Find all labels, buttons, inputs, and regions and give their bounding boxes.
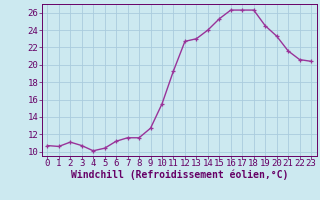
X-axis label: Windchill (Refroidissement éolien,°C): Windchill (Refroidissement éolien,°C) — [70, 170, 288, 180]
